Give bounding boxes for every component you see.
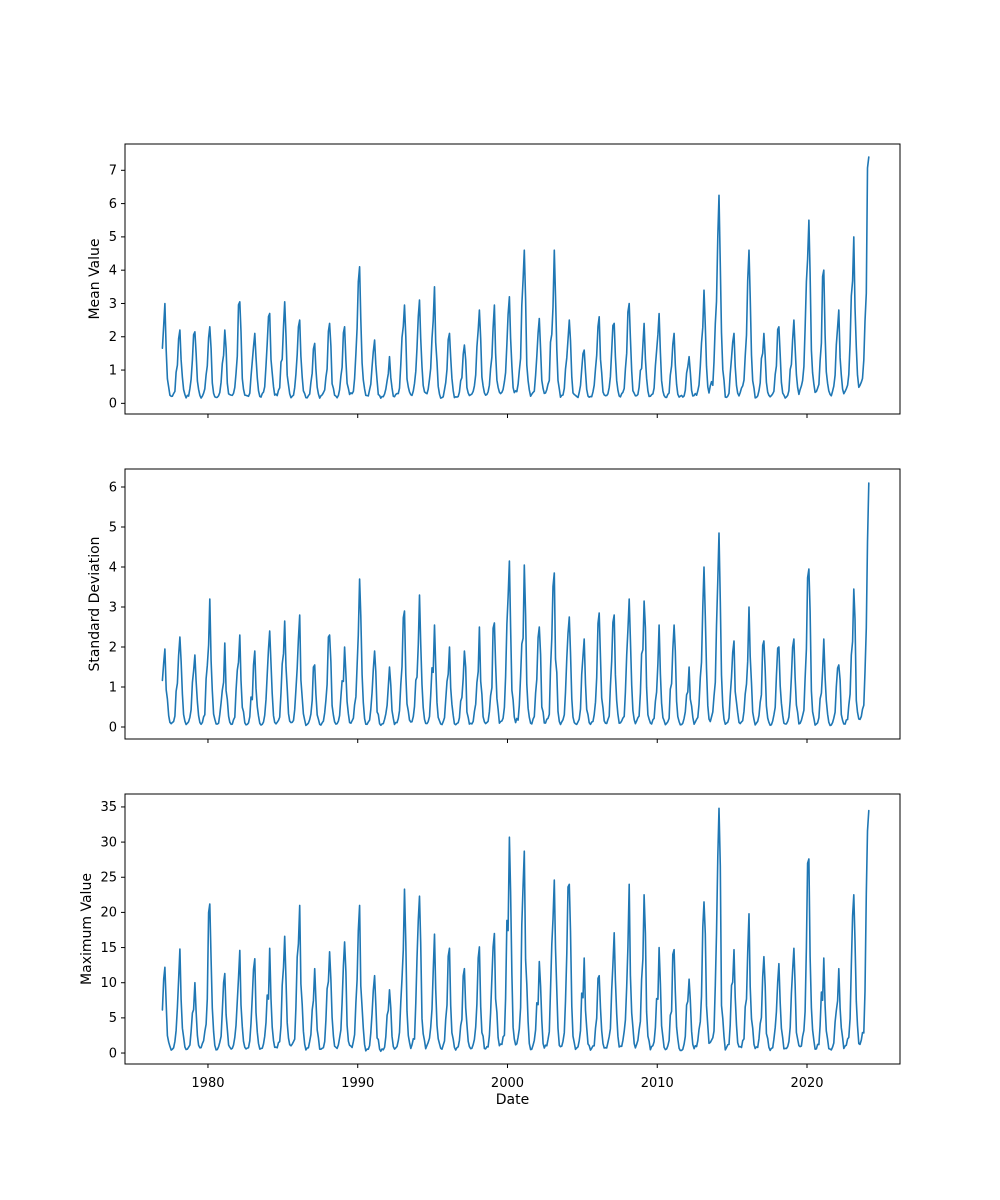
y-tick-label-maximum-value: 15 [100, 941, 117, 956]
y-tick-label-mean-value: 5 [109, 230, 117, 245]
y-tick-label-maximum-value: 5 [109, 1011, 117, 1026]
x-tick-label-maximum-value: 1980 [191, 1076, 224, 1091]
y-tick-label-maximum-value: 0 [109, 1046, 117, 1061]
x-tick-label-maximum-value: 2000 [491, 1076, 524, 1091]
axes-frame-mean-value [124, 143, 901, 415]
y-tick-label-mean-value: 1 [109, 363, 117, 378]
axes-frame-maximum-value [124, 793, 901, 1065]
x-tick-label-maximum-value: 2010 [641, 1076, 674, 1091]
y-tick-label-mean-value: 3 [109, 297, 117, 312]
y-tick-label-mean-value: 2 [109, 330, 117, 345]
series-line-maximum-value [161, 807, 870, 1053]
x-axis-label-date: Date [495, 1092, 530, 1108]
x-tick-label-maximum-value: 2020 [790, 1076, 823, 1091]
x-tick-label-maximum-value: 1990 [341, 1076, 374, 1091]
y-tick-label-maximum-value: 30 [100, 835, 117, 850]
y-axis-label-standard-deviation: Standard Deviation [87, 536, 103, 672]
y-tick-label-standard-deviation: 2 [109, 640, 117, 655]
y-tick-label-mean-value: 7 [109, 164, 117, 179]
y-tick-label-standard-deviation: 6 [109, 480, 117, 495]
y-tick-label-maximum-value: 10 [100, 976, 117, 991]
y-tick-label-mean-value: 0 [109, 397, 117, 412]
y-tick-label-standard-deviation: 4 [109, 560, 117, 575]
y-tick-label-standard-deviation: 3 [109, 600, 117, 615]
y-tick-label-maximum-value: 20 [100, 906, 117, 921]
y-tick-label-maximum-value: 35 [100, 800, 117, 815]
axes-frame-standard-deviation [124, 468, 901, 740]
y-axis-label-maximum-value: Maximum Value [79, 873, 95, 985]
y-tick-label-standard-deviation: 5 [109, 520, 117, 535]
y-tick-label-mean-value: 4 [109, 263, 117, 278]
y-tick-label-standard-deviation: 0 [109, 720, 117, 735]
y-tick-label-mean-value: 6 [109, 197, 117, 212]
y-axis-label-mean-value: Mean Value [87, 238, 103, 320]
series-line-mean-value [161, 156, 870, 400]
y-tick-label-maximum-value: 25 [100, 871, 117, 886]
y-tick-label-standard-deviation: 1 [109, 680, 117, 695]
series-line-standard-deviation [161, 482, 870, 727]
